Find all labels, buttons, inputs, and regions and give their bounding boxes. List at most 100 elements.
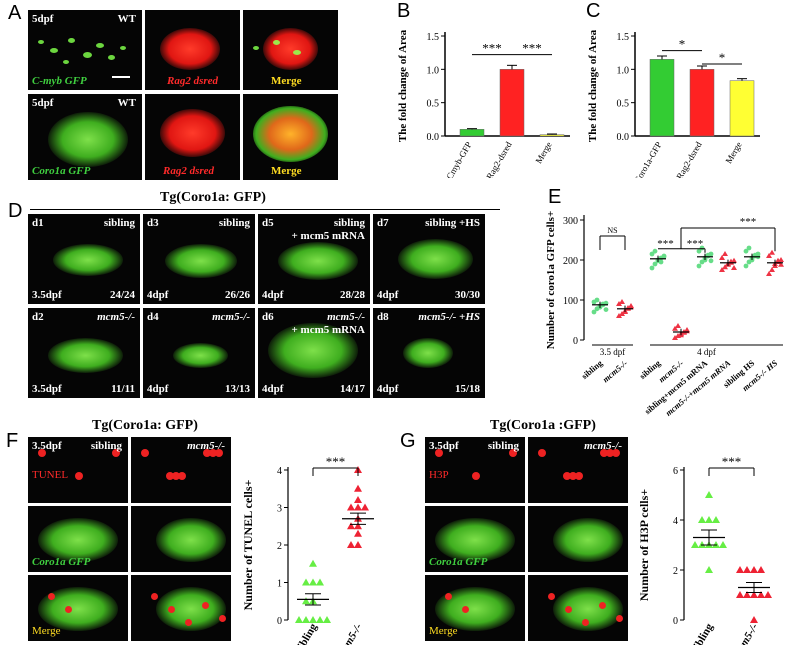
data-point: [295, 616, 303, 623]
channel-label: Merge: [271, 165, 302, 177]
data-point: [628, 304, 634, 310]
y-tick-label: 1: [277, 579, 282, 590]
genotype-label: sibling: [90, 440, 122, 452]
tile-count: 30/30: [454, 289, 480, 301]
data-point: [691, 541, 699, 548]
bar: [729, 80, 755, 137]
data-point: [616, 301, 622, 306]
y-tick-label: 0.5: [617, 99, 630, 110]
x-tick-label: Coro1a-GFP: [632, 140, 664, 178]
panel-label-f: F: [6, 430, 19, 452]
y-tick-label: 0.5: [427, 99, 440, 110]
image-f-grid-r2-c1: [131, 575, 231, 641]
bar: [689, 69, 715, 137]
data-point: [347, 522, 355, 530]
age-label: 5dpf: [32, 97, 54, 109]
y-tick-label: 1.0: [617, 65, 630, 76]
data-point: [722, 264, 728, 270]
significance-label: NS: [607, 226, 617, 235]
data-point: [354, 503, 362, 511]
image-merge-1: Merge: [243, 10, 338, 90]
image-f-grid-r2-c0: Merge: [28, 575, 128, 641]
data-point: [661, 254, 667, 260]
x-tick-label: Merge: [533, 140, 553, 165]
tile-id: d8: [377, 311, 389, 323]
data-point: [347, 541, 355, 548]
image-coro1a-gfp: 5dpf WT Coro1a GFP: [28, 94, 142, 180]
tile-count: 11/11: [111, 383, 135, 395]
image-g-grid-r0-c1: mcm5-/-: [528, 437, 628, 503]
genotype-label: sibling: [487, 440, 519, 452]
genotype-label: mcm5-/-: [187, 440, 225, 452]
data-point: [619, 311, 625, 316]
image-g-grid-r2-c1: [528, 575, 628, 641]
data-point: [696, 263, 702, 269]
tile-count: 13/13: [224, 383, 250, 395]
image-g-grid-r2-c0: Merge: [425, 575, 525, 641]
significance-label: *: [719, 50, 726, 65]
image-f-grid-r1-c0: Coro1a GFP: [28, 506, 128, 572]
image-f-grid-r1-c1: [131, 506, 231, 572]
y-tick-label: 0: [573, 336, 578, 347]
data-point: [302, 597, 310, 605]
image-g-grid-r0-c0: 3.5dpf sibling H3P: [425, 437, 525, 503]
tile-group: mcm5-/- +HS: [418, 311, 480, 323]
x-tick-label: sibling: [294, 621, 320, 645]
image-g-grid-r1-c1: [528, 506, 628, 572]
tile-extra: + mcm5 mRNA: [291, 230, 365, 242]
data-point: [696, 248, 702, 254]
data-point: [652, 261, 658, 267]
significance-label: ***: [657, 238, 674, 250]
channel-label: Merge: [271, 75, 302, 87]
panel-label-g: G: [400, 430, 416, 452]
tile-group: sibling: [333, 217, 365, 229]
data-point: [743, 263, 749, 269]
scatter-chart-f: 0 1 2 3 4 Number of TUNEL cells+ sibling mcm5-/…: [241, 454, 374, 645]
data-point: [649, 251, 655, 257]
tile-group: mcm5-/-: [327, 311, 365, 323]
data-point: [698, 516, 706, 523]
row-label: H3P: [429, 469, 449, 481]
data-point: [354, 484, 362, 492]
bar: [539, 134, 565, 137]
tile-id: d5: [262, 217, 274, 229]
data-point: [616, 313, 622, 318]
row-label: Coro1a GFP: [429, 556, 488, 568]
tile-age: 4dpf: [147, 289, 169, 301]
tile-group: sibling +HS: [425, 217, 480, 229]
data-point: [354, 541, 362, 548]
data-point: [361, 503, 369, 511]
data-point: [719, 267, 725, 272]
image-tile-d5: d5 sibling + mcm5 mRNA 4dpf 28/28: [258, 214, 370, 304]
data-point: [672, 325, 678, 331]
data-point: [743, 591, 751, 598]
data-point: [705, 566, 713, 573]
x-tick-label: mcm5-/-: [600, 358, 629, 385]
data-point: [302, 578, 310, 586]
image-tile-d1: d1 sibling 3.5dpf 24/24: [28, 214, 140, 304]
tile-age: 4dpf: [377, 383, 399, 395]
significance-label: ***: [326, 454, 346, 469]
genotype-label: mcm5-/-: [584, 440, 622, 452]
image-f-grid-r0-c1: mcm5-/-: [131, 437, 231, 503]
scatter-chart-g: 0 2 4 6 Number of H3P cells+ sibling mcm5-/- **…: [637, 454, 772, 645]
data-point: [316, 616, 324, 623]
data-point: [354, 522, 362, 530]
data-point: [354, 529, 362, 537]
row-label: Coro1a GFP: [32, 556, 91, 568]
data-point: [750, 616, 758, 623]
tile-age: 3.5dpf: [32, 289, 62, 301]
y-axis-label: Number of TUNEL cells+: [241, 479, 255, 610]
row-label: Merge: [429, 625, 458, 637]
image-rag2-dsred-1: Rag2 dsred: [145, 10, 240, 90]
y-axis-label: The fold change of Area: [397, 29, 409, 142]
image-g-grid-r1-c0: Coro1a GFP: [425, 506, 525, 572]
y-tick-label: 4: [277, 466, 282, 477]
x-tick-label: sibling: [690, 621, 716, 645]
tile-id: d3: [147, 217, 159, 229]
tile-group: sibling: [103, 217, 135, 229]
tile-count: 15/18: [454, 383, 480, 395]
tile-id: d1: [32, 217, 44, 229]
tile-count: 14/17: [339, 383, 365, 395]
data-point: [757, 566, 765, 573]
